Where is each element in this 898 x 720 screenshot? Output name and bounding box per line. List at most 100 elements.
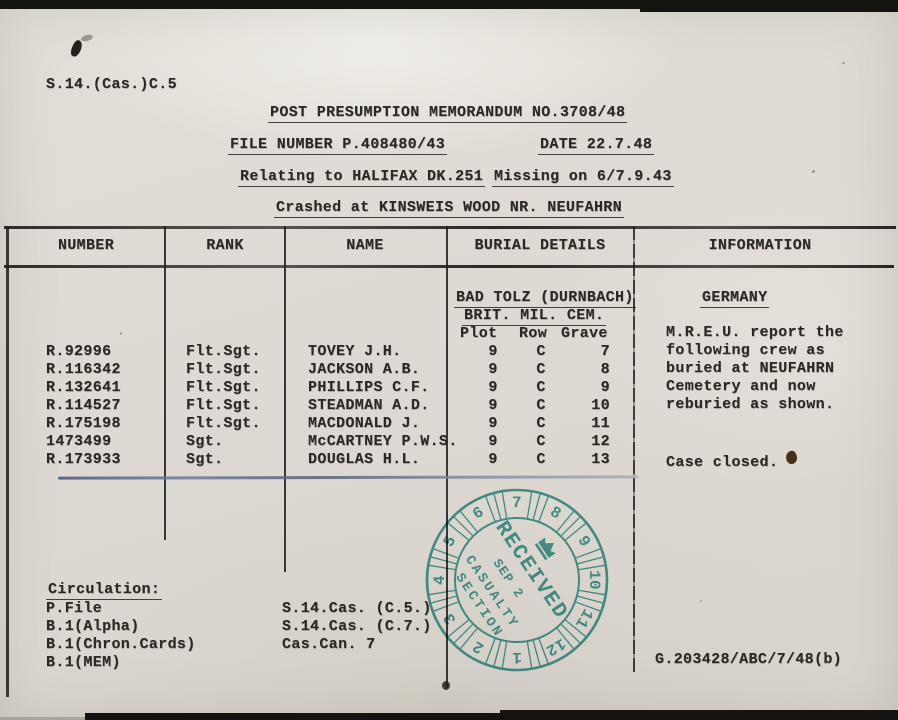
circulation-item: B.1(Alpha): [46, 618, 140, 635]
stamp-ring-number: 2: [470, 636, 488, 657]
column-header-name: NAME: [346, 237, 384, 254]
circulation-item: S.14.Cas. (C.7.): [282, 618, 432, 635]
stamp-ring-number: 8: [547, 503, 565, 524]
grave-number: 13: [591, 451, 610, 468]
grave-row: C: [536, 361, 546, 378]
grave-plot: 9: [488, 415, 498, 432]
stamp-ring-tick: [565, 522, 587, 541]
crew-number: R.132641: [46, 379, 121, 396]
stamp-ring-tick: [577, 595, 604, 604]
stamp-ring-number: 6: [470, 503, 488, 524]
crew-name: DOUGLAS H.L.: [308, 451, 421, 468]
dust-speck: [842, 62, 845, 64]
stamp-ring-number: 1: [512, 648, 522, 666]
table-row: R.114527 Flt.Sgt. STEADMAN A.D. 9 C 10: [0, 397, 898, 415]
crew-rank: Flt.Sgt.: [186, 343, 261, 360]
stamp-ring-tick: [429, 589, 455, 596]
stamp-ring-tick: [485, 638, 496, 664]
stamp-outer-ring: [425, 488, 609, 672]
dust-speck: [320, 208, 322, 210]
crew-name: McCARTNEY P.W.S.: [308, 433, 458, 450]
circulation-heading: Circulation:: [46, 581, 163, 600]
stamp-ring-tick: [429, 564, 455, 571]
stamp-ring-tick: [453, 624, 473, 644]
circulation-item: B.1(Chron.Cards): [46, 636, 196, 653]
stamp-ring-tick: [532, 493, 541, 520]
grave-number: 12: [591, 433, 610, 450]
scan-edge-top: [0, 0, 898, 9]
crew-rank: Flt.Sgt.: [186, 397, 261, 414]
stamp-ring-tick: [565, 619, 587, 638]
crew-name: PHILLIPS C.F.: [308, 379, 430, 396]
grave-plot: 9: [488, 361, 498, 378]
grave-number: 11: [591, 415, 610, 432]
received-stamp-svg: RECEIVED SEP 2 CASUALTY SECTION 78910111…: [425, 488, 609, 672]
memo-title: POST PRESUMPTION MEMORANDUM NO.3708/48: [268, 104, 628, 123]
stamp-ring-tick: [485, 496, 496, 522]
grave-plot: 9: [488, 343, 498, 360]
stamp-ring-tick: [579, 564, 605, 571]
crew-rank: Sgt.: [186, 451, 224, 468]
stamp-ring-number: 9: [573, 533, 594, 551]
scan-edge-bottom: [85, 713, 898, 720]
stamp-inner-ring: [454, 517, 580, 643]
crashed-at: Crashed at KINSWEIS WOOD NR. NEUFAHRN: [274, 199, 625, 218]
grave-plot: 9: [488, 379, 498, 396]
grave-row: C: [536, 397, 546, 414]
grave-row: C: [536, 343, 546, 360]
table-row: R.116342 Flt.Sgt. JACKSON A.B. 9 C 8: [0, 361, 898, 379]
table-left-rule: [6, 226, 9, 697]
table-top-rule: [4, 226, 896, 229]
grave-plot: 9: [488, 433, 498, 450]
stamp-ring-tick: [575, 548, 601, 559]
stamp-ring-tick: [556, 510, 575, 532]
grave-plot: 9: [488, 451, 498, 468]
file-reference-top-left: S.14.(Cas.)C.5: [46, 76, 177, 93]
file-number: FILE NUMBER P.408480/43: [228, 136, 448, 155]
stamp-ring-tick: [447, 619, 469, 638]
stamp-ring-tick: [577, 556, 604, 565]
stamp-ring-tick: [579, 589, 605, 596]
crew-number: R.114527: [46, 397, 121, 414]
scan-edge-bottom-left: [0, 717, 85, 720]
table-row: R.92996 Flt.Sgt. TOVEY J.H. 9 C 7: [0, 343, 898, 361]
grave-row: C: [536, 379, 546, 396]
dust-speck: [812, 170, 815, 173]
stamp-ring-tick: [433, 548, 459, 559]
stamp-ring-tick: [538, 496, 549, 522]
stamp-ring-tick: [526, 492, 533, 518]
stamp-ring-tick: [430, 556, 457, 565]
stamp-ring-number: 5: [440, 533, 461, 551]
crew-number: 1473499: [46, 433, 112, 450]
stamp-ring-tick: [538, 638, 549, 664]
grave-number: 7: [600, 343, 610, 360]
stamp-ring-tick: [526, 642, 533, 668]
stamp-ring-tick: [433, 601, 459, 612]
grave-col-plot: Plot: [460, 325, 498, 342]
column-rule-number-rank: [164, 226, 166, 540]
grave-col-grave: Grave: [561, 325, 608, 342]
crew-name: MACDONALD J.: [308, 415, 421, 432]
stamp-ring-number: 4: [431, 575, 449, 585]
information-line: following crew as: [666, 342, 825, 359]
column-header-rank: RANK: [206, 237, 244, 254]
crew-rank: Flt.Sgt.: [186, 379, 261, 396]
cemetery-name-line1: BAD TOLZ (DURNBACH): [454, 289, 636, 308]
relating-to: Relating to HALIFAX DK.251: [238, 168, 486, 187]
stamp-ring-tick: [532, 640, 541, 667]
grave-number: 9: [600, 379, 610, 396]
column-rule-burial-info: [633, 226, 635, 672]
circulation-item: Cas.Can. 7: [282, 636, 376, 653]
circulation-item: S.14.Cas. (C.5.): [282, 600, 432, 617]
stamp-ring-tick: [459, 510, 478, 532]
stamp-ring-tick: [493, 640, 502, 667]
stamp-ring-number: 3: [440, 610, 461, 628]
stamp-ring-tick: [459, 628, 478, 650]
stamp-ring-tick: [493, 493, 502, 520]
crew-rank: Flt.Sgt.: [186, 361, 261, 378]
crew-number: R.175198: [46, 415, 121, 432]
stamp-ring-tick: [556, 628, 575, 650]
grave-row: C: [536, 415, 546, 432]
stamp-ring-number: 7: [512, 494, 522, 512]
